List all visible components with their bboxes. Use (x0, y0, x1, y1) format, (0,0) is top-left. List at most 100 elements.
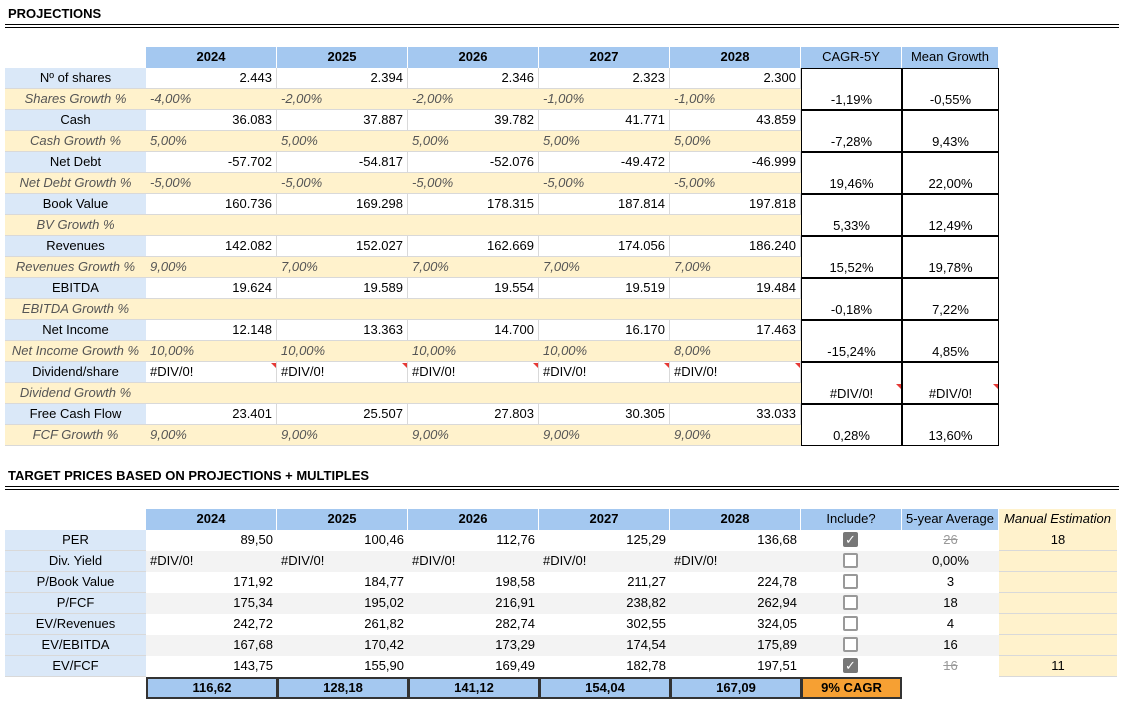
growth-cell: 7,00% (670, 257, 801, 278)
average-cell: 26 (902, 530, 999, 551)
growth-cell: 7,00% (539, 257, 670, 278)
value-cell: -54.817 (277, 152, 408, 173)
row-label: Div. Yield (5, 551, 146, 572)
value-cell: 174.056 (539, 236, 670, 257)
growth-cell (539, 383, 670, 404)
value-cell: 19.484 (670, 278, 801, 299)
value-cell: #DIV/0! (539, 362, 670, 383)
total-cell: 116,62 (146, 677, 277, 699)
comment-marker (664, 363, 669, 368)
growth-cell: 9,00% (146, 257, 277, 278)
divider (5, 24, 1119, 28)
row-label: Net Debt (5, 152, 146, 173)
growth-cell: 9,00% (146, 425, 277, 446)
average-cell: 4 (902, 614, 999, 635)
checkbox[interactable] (843, 637, 858, 652)
value-cell: 17.463 (670, 320, 801, 341)
cagr-cell: -1,19% (801, 68, 902, 110)
growth-cell: 7,00% (277, 257, 408, 278)
value-cell: 175,34 (146, 593, 277, 614)
column-header: 2025 (277, 509, 408, 530)
checkbox[interactable] (843, 553, 858, 568)
divider (5, 486, 1119, 490)
checkbox[interactable]: ✓ (843, 532, 858, 547)
value-cell: 216,91 (408, 593, 539, 614)
value-cell: 39.782 (408, 110, 539, 131)
column-header: 2028 (670, 47, 801, 68)
growth-cell: 10,00% (408, 341, 539, 362)
value-cell: 324,05 (670, 614, 801, 635)
column-header: Include? (801, 509, 902, 530)
value-cell: #DIV/0! (670, 362, 801, 383)
value-cell: 19.624 (146, 278, 277, 299)
value-cell: 242,72 (146, 614, 277, 635)
manual-cell (999, 635, 1117, 656)
value-cell: 19.554 (408, 278, 539, 299)
value-cell: #DIV/0! (146, 362, 277, 383)
value-cell: -57.702 (146, 152, 277, 173)
row-label: Net Income (5, 320, 146, 341)
value-cell: 282,74 (408, 614, 539, 635)
mean-cell: 7,22% (902, 278, 999, 320)
value-cell: 160.736 (146, 194, 277, 215)
total-cell: 154,04 (539, 677, 670, 699)
growth-cell (277, 299, 408, 320)
growth-cell (670, 383, 801, 404)
total-cell: 128,18 (277, 677, 408, 699)
value-cell: 152.027 (277, 236, 408, 257)
column-header: 2027 (539, 47, 670, 68)
checkbox[interactable]: ✓ (843, 658, 858, 673)
cagr-cell: -15,24% (801, 320, 902, 362)
mean-cell: 12,49% (902, 194, 999, 236)
value-cell: 182,78 (539, 656, 670, 677)
value-cell: #DIV/0! (539, 551, 670, 572)
value-cell: 16.170 (539, 320, 670, 341)
value-cell: -52.076 (408, 152, 539, 173)
growth-cell: 9,00% (408, 425, 539, 446)
growth-label: EBITDA Growth % (5, 299, 146, 320)
value-cell: 167,68 (146, 635, 277, 656)
comment-marker (271, 363, 276, 368)
value-cell: 238,82 (539, 593, 670, 614)
comment-marker (533, 363, 538, 368)
value-cell: -46.999 (670, 152, 801, 173)
value-cell: #DIV/0! (277, 551, 408, 572)
include-cell: ✓ (801, 656, 902, 677)
cagr-cell: 5,33% (801, 194, 902, 236)
include-cell (801, 551, 902, 572)
value-cell: 173,29 (408, 635, 539, 656)
comment-marker (993, 384, 998, 389)
value-cell: 142.082 (146, 236, 277, 257)
value-cell: 43.859 (670, 110, 801, 131)
growth-label: Dividend Growth % (5, 383, 146, 404)
value-cell: 13.363 (277, 320, 408, 341)
value-cell: 14.700 (408, 320, 539, 341)
growth-cell (408, 299, 539, 320)
value-cell: 143,75 (146, 656, 277, 677)
growth-cell: 7,00% (408, 257, 539, 278)
value-cell: 155,90 (277, 656, 408, 677)
value-cell: 30.305 (539, 404, 670, 425)
growth-cell (146, 215, 277, 236)
growth-cell: -5,00% (277, 173, 408, 194)
comment-marker (896, 384, 901, 389)
value-cell: 162.669 (408, 236, 539, 257)
value-cell: #DIV/0! (408, 551, 539, 572)
column-header: 2024 (146, 47, 277, 68)
checkbox[interactable] (843, 574, 858, 589)
value-cell: 197,51 (670, 656, 801, 677)
checkbox[interactable] (843, 616, 858, 631)
checkbox[interactable] (843, 595, 858, 610)
growth-label: Net Debt Growth % (5, 173, 146, 194)
value-cell: 19.589 (277, 278, 408, 299)
cagr-cell: -7,28% (801, 110, 902, 152)
growth-cell: 10,00% (277, 341, 408, 362)
growth-cell: 5,00% (146, 131, 277, 152)
average-cell: 16 (902, 635, 999, 656)
growth-cell (670, 299, 801, 320)
column-header: 2026 (408, 509, 539, 530)
row-label: PER (5, 530, 146, 551)
growth-label: Shares Growth % (5, 89, 146, 110)
value-cell: 36.083 (146, 110, 277, 131)
